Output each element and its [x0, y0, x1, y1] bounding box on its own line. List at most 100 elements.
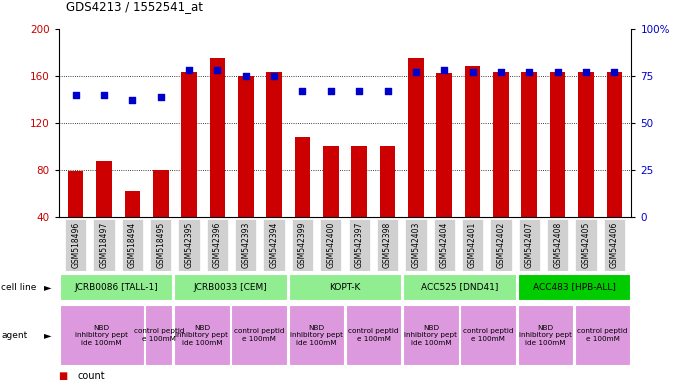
- FancyBboxPatch shape: [346, 305, 402, 365]
- Text: NBD
inhibitory pept
ide 100mM: NBD inhibitory pept ide 100mM: [290, 324, 343, 346]
- Point: [580, 69, 591, 75]
- FancyBboxPatch shape: [405, 219, 426, 271]
- Point: [495, 69, 506, 75]
- Text: GSM542399: GSM542399: [298, 222, 307, 268]
- FancyBboxPatch shape: [377, 219, 398, 271]
- Text: ►: ►: [44, 330, 52, 340]
- Point: [127, 97, 138, 103]
- FancyBboxPatch shape: [320, 219, 342, 271]
- Text: GSM518496: GSM518496: [71, 222, 80, 268]
- FancyBboxPatch shape: [575, 219, 597, 271]
- FancyBboxPatch shape: [207, 219, 228, 271]
- Text: GSM542402: GSM542402: [496, 222, 506, 268]
- FancyBboxPatch shape: [292, 219, 313, 271]
- Point: [325, 88, 336, 94]
- FancyBboxPatch shape: [235, 219, 257, 271]
- Point: [184, 67, 195, 73]
- Bar: [522, 72, 537, 217]
- FancyBboxPatch shape: [547, 219, 569, 271]
- Bar: [351, 146, 367, 217]
- Bar: [437, 73, 452, 217]
- FancyBboxPatch shape: [59, 305, 144, 365]
- Bar: [125, 191, 140, 217]
- Text: ACC483 [HPB-ALL]: ACC483 [HPB-ALL]: [533, 283, 615, 291]
- Text: GSM542406: GSM542406: [610, 222, 619, 268]
- FancyBboxPatch shape: [179, 219, 199, 271]
- Text: GSM542397: GSM542397: [355, 222, 364, 268]
- Point: [240, 73, 251, 79]
- Text: GSM542408: GSM542408: [553, 222, 562, 268]
- Text: GSM542398: GSM542398: [383, 222, 392, 268]
- Bar: [380, 146, 395, 217]
- FancyBboxPatch shape: [59, 274, 172, 300]
- Text: JCRB0086 [TALL-1]: JCRB0086 [TALL-1]: [74, 283, 158, 291]
- FancyBboxPatch shape: [288, 274, 402, 300]
- Text: JCRB0033 [CEM]: JCRB0033 [CEM]: [194, 283, 267, 291]
- Text: agent: agent: [1, 331, 28, 339]
- Point: [297, 88, 308, 94]
- Bar: [68, 171, 83, 217]
- Point: [552, 69, 563, 75]
- FancyBboxPatch shape: [288, 305, 344, 365]
- FancyBboxPatch shape: [150, 219, 171, 271]
- Text: control peptid
e 100mM: control peptid e 100mM: [578, 328, 628, 342]
- FancyBboxPatch shape: [174, 274, 287, 300]
- FancyBboxPatch shape: [348, 219, 370, 271]
- FancyBboxPatch shape: [93, 219, 115, 271]
- Point: [439, 67, 450, 73]
- Text: control peptid
e 100mM: control peptid e 100mM: [463, 328, 513, 342]
- Text: control peptid
e 100mM: control peptid e 100mM: [348, 328, 399, 342]
- Bar: [465, 66, 480, 217]
- Text: GSM542403: GSM542403: [411, 222, 420, 268]
- FancyBboxPatch shape: [518, 274, 631, 300]
- FancyBboxPatch shape: [121, 219, 143, 271]
- Text: GSM542395: GSM542395: [184, 222, 194, 268]
- Text: GSM518495: GSM518495: [156, 222, 165, 268]
- Bar: [408, 58, 424, 217]
- Text: GSM518494: GSM518494: [128, 222, 137, 268]
- Text: NBD
inhibitory pept
ide 100mM: NBD inhibitory pept ide 100mM: [404, 324, 457, 346]
- Point: [70, 91, 81, 98]
- Text: control peptid
e 100mM: control peptid e 100mM: [134, 328, 184, 342]
- FancyBboxPatch shape: [519, 219, 540, 271]
- FancyBboxPatch shape: [231, 305, 287, 365]
- FancyBboxPatch shape: [604, 219, 625, 271]
- Point: [524, 69, 535, 75]
- Point: [354, 88, 365, 94]
- FancyBboxPatch shape: [403, 305, 459, 365]
- Bar: [210, 58, 225, 217]
- Text: GSM542405: GSM542405: [582, 222, 591, 268]
- Bar: [181, 72, 197, 217]
- Point: [268, 73, 279, 79]
- FancyBboxPatch shape: [264, 219, 285, 271]
- Text: GSM542404: GSM542404: [440, 222, 449, 268]
- Text: ACC525 [DND41]: ACC525 [DND41]: [421, 283, 498, 291]
- FancyBboxPatch shape: [146, 305, 172, 365]
- Text: NBD
inhibitory pept
ide 100mM: NBD inhibitory pept ide 100mM: [75, 324, 128, 346]
- Text: control peptid
e 100mM: control peptid e 100mM: [234, 328, 284, 342]
- FancyBboxPatch shape: [433, 219, 455, 271]
- Text: count: count: [78, 371, 106, 381]
- FancyBboxPatch shape: [518, 305, 573, 365]
- Point: [411, 69, 422, 75]
- Text: GSM542401: GSM542401: [468, 222, 477, 268]
- FancyBboxPatch shape: [65, 219, 86, 271]
- Bar: [295, 137, 310, 217]
- FancyBboxPatch shape: [403, 274, 516, 300]
- FancyBboxPatch shape: [460, 305, 516, 365]
- Point: [99, 91, 110, 98]
- Text: GSM542393: GSM542393: [241, 222, 250, 268]
- Text: NBD
inhibitory pept
ide 100mM: NBD inhibitory pept ide 100mM: [175, 324, 228, 346]
- Text: cell line: cell line: [1, 283, 37, 291]
- Bar: [266, 72, 282, 217]
- Point: [382, 88, 393, 94]
- Text: GSM542400: GSM542400: [326, 222, 335, 268]
- Text: GSM542407: GSM542407: [525, 222, 534, 268]
- Bar: [153, 170, 168, 217]
- Point: [155, 93, 166, 99]
- Point: [467, 69, 478, 75]
- Text: ■: ■: [59, 371, 71, 381]
- Text: ►: ►: [44, 282, 52, 292]
- FancyBboxPatch shape: [491, 219, 511, 271]
- Point: [609, 69, 620, 75]
